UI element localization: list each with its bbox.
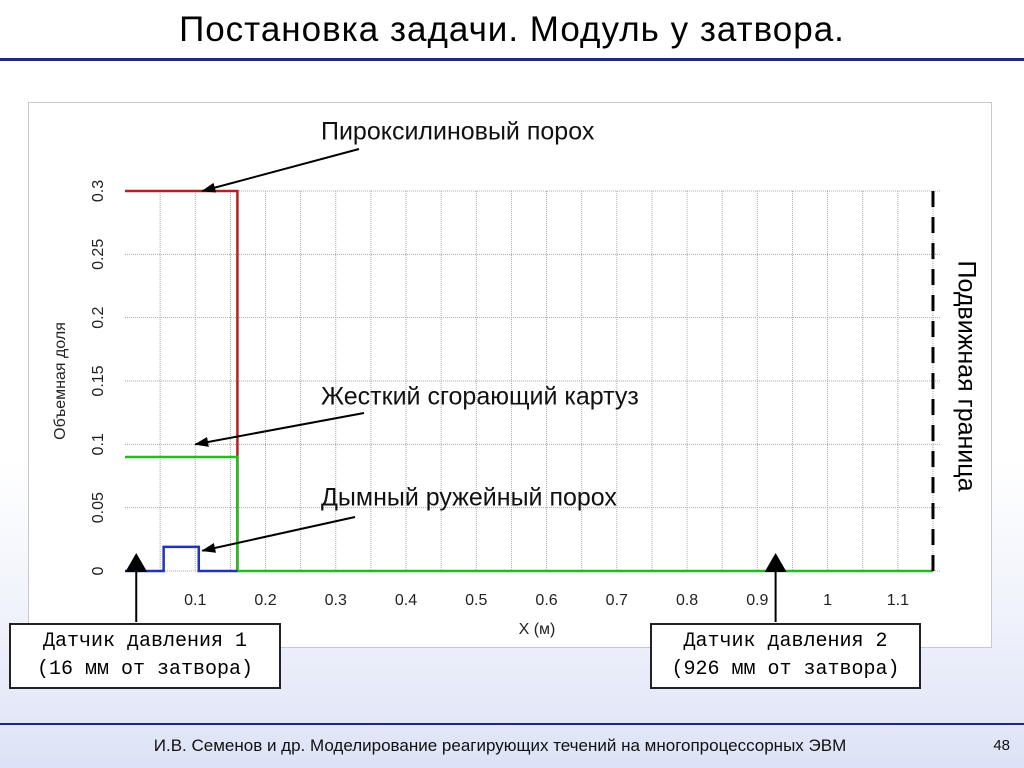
x-tick-label: 0.3 — [325, 592, 347, 609]
y-tick-label: 0.15 — [90, 365, 107, 396]
y-tick-label: 0 — [90, 566, 107, 575]
series-line-3 — [125, 545, 238, 573]
sensor-2-label: Датчик давления 2 — [683, 630, 888, 653]
annotation-arrow-3 — [201, 516, 356, 553]
x-tick-label: 0.7 — [606, 592, 628, 609]
y-tick-label: 0.05 — [90, 492, 107, 523]
footer-text: И.В. Семенов и др. Моделирование реагиру… — [153, 736, 847, 755]
series-line-2 — [125, 455, 933, 573]
sensor-2-marker — [764, 553, 787, 572]
chart-panel: 0 0.05 0.1 0.15 0.2 0.25 0.3 0.1 0.2 0.3 0.4 0.5 0.6… — [28, 102, 992, 648]
sensor-2-distance: (926 мм от затвора) — [671, 658, 900, 681]
x-axis-label: X (м) — [519, 621, 556, 638]
x-tick-label: 0.9 — [746, 592, 768, 609]
annotation-arrow-2 — [194, 412, 365, 447]
sensor-1-label: Датчик давления 1 — [42, 630, 248, 653]
x-tick-label: 1.1 — [887, 592, 909, 609]
footer-divider — [0, 723, 1024, 725]
annotation-label-1: Пироксилиновый порох — [321, 118, 595, 146]
x-tick-label: 0.8 — [676, 592, 698, 609]
y-tick-label: 0.25 — [90, 239, 107, 270]
page-number: 48 — [993, 737, 1010, 754]
moving-boundary-label: Подвижная граница — [952, 261, 980, 492]
pressure-sensor-2-box: Датчик давления 2 (926 мм от затвора) — [650, 623, 921, 689]
x-tick-label: 0.4 — [395, 592, 417, 609]
title-divider — [0, 58, 1024, 61]
annotation-label-2: Жесткий сгорающий картуз — [321, 383, 639, 411]
volume-fraction-chart: 0 0.05 0.1 0.15 0.2 0.25 0.3 0.1 0.2 0.3 0.4 0.5 0.6… — [52, 118, 980, 638]
sensor-1-marker — [125, 553, 148, 572]
x-tick-label: 0.5 — [465, 592, 487, 609]
sensor-1-distance: (16 мм от затвора) — [36, 658, 254, 681]
annotation-label-3: Дымный ружейный порох — [321, 484, 617, 512]
pressure-sensor-1-box: Датчик давления 1 (16 мм от затвора) — [9, 623, 281, 689]
y-axis-label: Объемная доля — [52, 322, 69, 440]
slide-title: Постановка задачи. Модуль у затвора. — [179, 10, 845, 49]
y-tick-label: 0.1 — [90, 433, 107, 455]
x-tick-label: 0.6 — [535, 592, 557, 609]
x-tick-label: 0.1 — [184, 592, 206, 609]
y-tick-label: 0.3 — [90, 180, 107, 202]
annotation-arrow-1 — [201, 148, 360, 193]
series-line-1 — [125, 189, 239, 571]
x-tick-label: 0.2 — [254, 592, 276, 609]
x-tick-label: 1 — [823, 592, 832, 609]
y-tick-label: 0.2 — [90, 306, 107, 328]
